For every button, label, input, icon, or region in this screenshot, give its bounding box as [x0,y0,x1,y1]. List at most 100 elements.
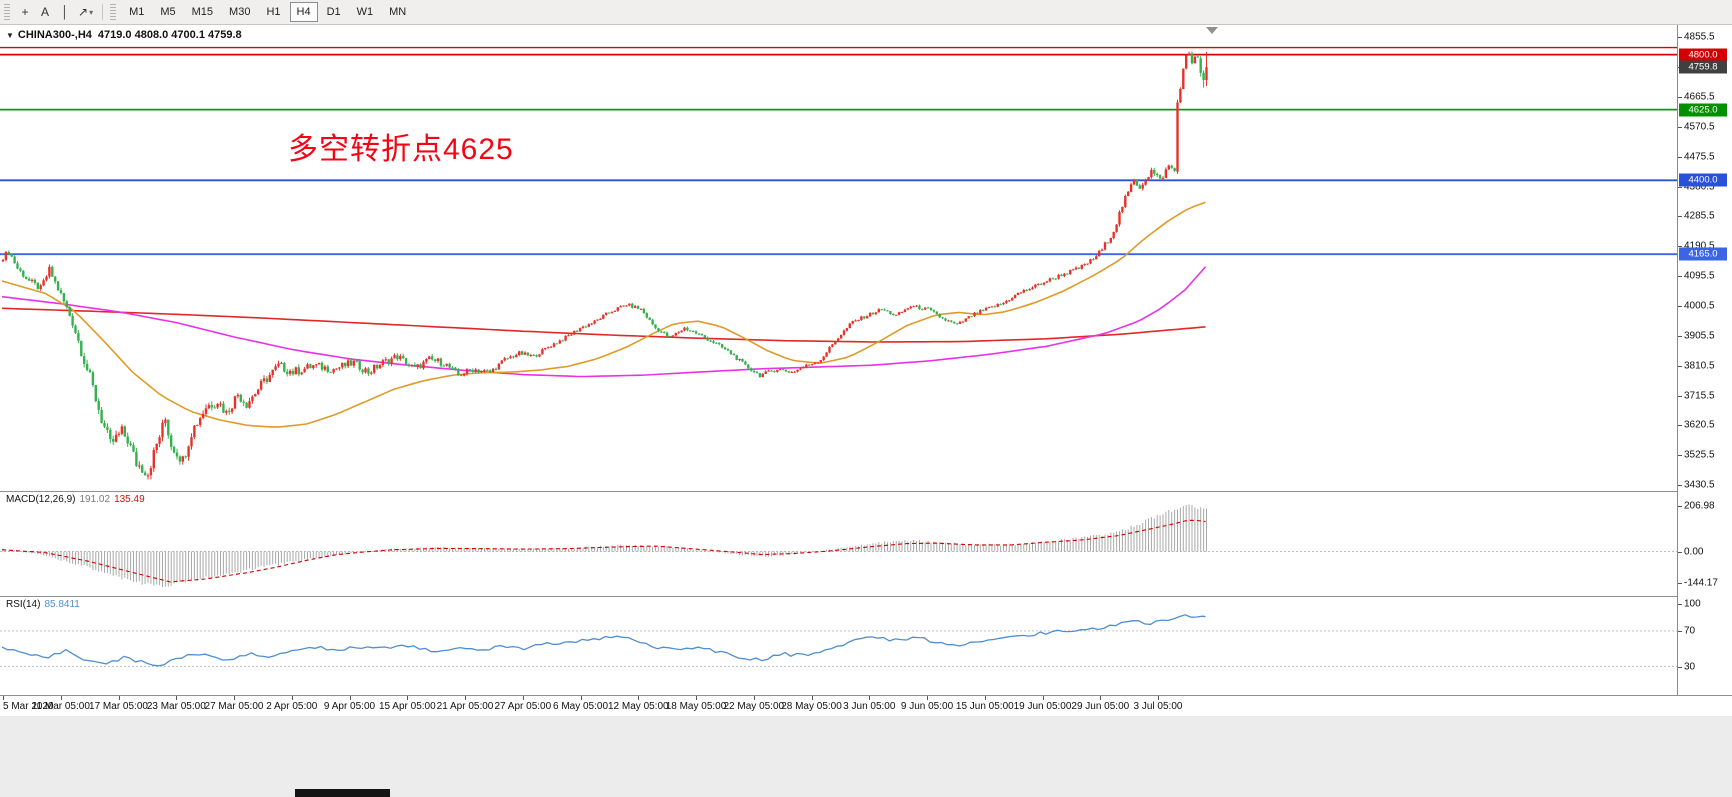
price-level-badge[interactable]: 4625.0 [1679,103,1727,117]
price-level-badge[interactable]: 4165.0 [1679,247,1727,261]
timeframe-h4-button[interactable]: H4 [289,2,318,22]
axis-tick-mark [1678,246,1682,248]
time-label: 17 Mar 05:00 [89,701,148,712]
axis-tick-mark [1678,216,1682,218]
toolbar-grip[interactable] [110,4,117,20]
rsi-tick-label: 70 [1684,625,1696,637]
timeframe-d1-button[interactable]: D1 [326,6,341,18]
time-label: 18 May 05:00 [665,701,727,712]
panel-divider[interactable] [0,596,1732,597]
axis-tick-mark [1678,551,1682,553]
price-chart[interactable] [0,25,1677,491]
time-tick-mark [927,696,928,700]
arrows-tool-icon[interactable]: ↗ ▾ [78,5,94,19]
rsi-panel[interactable] [0,597,1677,695]
timeframe-w1-button[interactable]: W1 [356,6,374,18]
time-tick-mark [984,696,986,700]
price-tick-label: 3525.5 [1684,449,1715,461]
axis-tick-mark [1678,395,1682,397]
time-label: 27 Mar 05:00 [204,701,264,712]
time-tick-mark [407,696,409,700]
collapse-triangle-icon[interactable]: ▼ [6,31,14,40]
time-label: 2 Apr 05:00 [266,701,318,712]
price-tick-label: 4095.5 [1684,270,1715,282]
axis-tick-mark [1678,630,1682,632]
time-label: 11 Mar 05:00 [31,701,90,712]
price-tick-label: 3715.5 [1684,390,1715,402]
time-axis[interactable]: 5 Mar 2020 11 Mar 05:00 17 Mar 05:00 23 Mar… [0,696,1732,716]
time-label: 27 Apr 05:00 [494,701,552,712]
panel-divider [0,695,1732,696]
ohlc-values: 4719.0 4808.0 4700.1 4759.8 [97,29,242,41]
dropdown-caret-icon[interactable]: ▾ [89,7,94,17]
price-tick-label: 3905.5 [1684,330,1715,342]
axis-tick-mark [1678,126,1682,128]
time-label: 9 Apr 05:00 [323,701,376,712]
axis-tick-mark [1678,485,1682,487]
text-label-tool-icon[interactable]: A [40,5,49,19]
time-tick-mark [3,696,4,700]
time-label: 19 Jun 05:00 [1013,701,1072,712]
timeframe-m15-button[interactable]: M15 [191,6,214,18]
timeframe-m1-button[interactable]: M1 [129,6,145,18]
time-label: 15 Apr 05:00 [378,701,436,712]
price-tick-label: 4665.5 [1684,91,1715,103]
timeframe-m5-button[interactable]: M5 [160,6,176,18]
rsi-tick-label: 30 [1684,661,1696,672]
axis-tick-mark [1678,335,1682,337]
time-label: 28 May 05:00 [781,701,842,712]
timeframe-mn-button[interactable]: MN [389,6,407,18]
panel-divider[interactable] [0,491,1732,492]
axis-tick-mark [1678,186,1682,188]
time-tick-mark [349,696,351,700]
vertical-line-tool-icon[interactable]: │ [61,5,69,19]
price-tick-label: 4285.5 [1684,210,1715,222]
time-label: 21 Apr 05:00 [436,701,494,712]
macd-panel[interactable] [0,492,1677,596]
time-tick-mark [580,696,582,700]
price-level-badge[interactable]: 4759.8 [1679,60,1727,74]
time-tick-mark [522,696,524,700]
timeframe-h1-button[interactable]: H1 [266,6,281,18]
price-level-badge[interactable]: 4800.0 [1679,48,1727,62]
price-tick-label: 3620.5 [1684,419,1715,431]
time-tick-mark [869,696,871,700]
time-label: 12 May 05:00 [607,701,669,712]
toolbar-separator [102,4,104,20]
annotation-text[interactable]: 多空转折点4625 [288,133,514,166]
time-label: 22 May 05:00 [723,701,785,712]
axis-tick-mark [1678,306,1682,307]
rsi-name: RSI(14) [6,599,41,610]
axis-tick-mark [1678,583,1682,585]
axis-tick-mark [1678,604,1682,606]
time-label: 9 Jun 05:00 [900,701,954,712]
axis-tick-mark [1678,276,1682,278]
time-tick-mark [638,696,640,700]
price-level-badge[interactable]: 4400.0 [1679,173,1727,187]
chart-shift-marker-icon [1206,27,1218,34]
line-studies-toolbar: + A │ ↗ ▾ [15,2,96,22]
axis-tick-mark [1678,455,1682,457]
toolbar: + A │ ↗ ▾ M1 M5 M15 M30 H1 H4 D1 W1 MN [0,0,1732,25]
time-label: 6 May 05:00 [552,701,609,712]
symbol-label: CHINA300-,H4 [17,29,92,41]
time-tick-mark [696,696,697,700]
time-tick-mark [1042,696,1044,700]
time-label: 29 Jun 05:00 [1071,701,1130,712]
rsi-value: 85.8411 [44,599,80,610]
timeframe-m30-button[interactable]: M30 [229,6,251,18]
timeframes-toolbar: M1 M5 M15 M30 H1 H4 D1 W1 MN [121,2,414,22]
axis-tick-mark [1678,96,1682,98]
time-tick-mark [811,696,813,700]
axis-tick-mark [1678,365,1682,367]
time-tick-mark [60,696,62,700]
toolbar-grip[interactable] [4,4,10,20]
price-tick-label: 3810.5 [1684,360,1715,372]
axis-tick-mark [1678,156,1682,158]
crosshair-tool-icon[interactable]: + [21,5,29,19]
price-axis[interactable]: 4855.54760.54665.54570.54475.54380.54285… [1677,25,1732,695]
time-tick-mark [465,696,466,700]
price-tick-label: 4190.5 [1684,240,1715,252]
price-tick-label: 4855.5 [1684,31,1715,43]
time-label: 15 Jun 05:00 [955,701,1014,712]
